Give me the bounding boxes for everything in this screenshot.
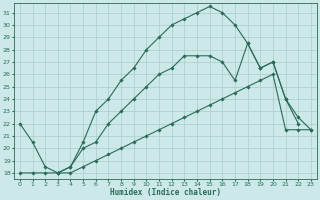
X-axis label: Humidex (Indice chaleur): Humidex (Indice chaleur) [110,188,221,197]
